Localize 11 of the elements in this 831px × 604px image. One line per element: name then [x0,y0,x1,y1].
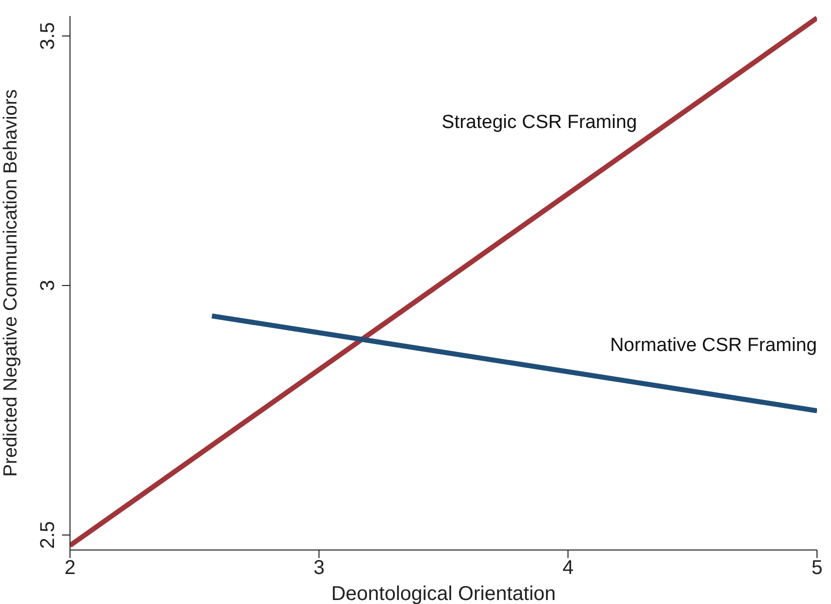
y-tick-label: 2.5 [37,521,59,549]
series-label: Normative CSR Framing [610,334,817,356]
x-tick-label: 3 [313,557,325,580]
x-tick-label: 4 [562,557,574,580]
x-axis-title: Deontological Orientation [331,583,556,604]
x-tick-label: 2 [64,557,76,580]
x-tick-label: 5 [811,557,823,580]
y-tick-label: 3 [37,280,59,292]
y-tick-label: 3.5 [37,22,59,50]
y-axis-title: Predicted Negative Communication Behaviors [0,89,22,477]
series-label: Strategic CSR Framing [442,112,637,133]
